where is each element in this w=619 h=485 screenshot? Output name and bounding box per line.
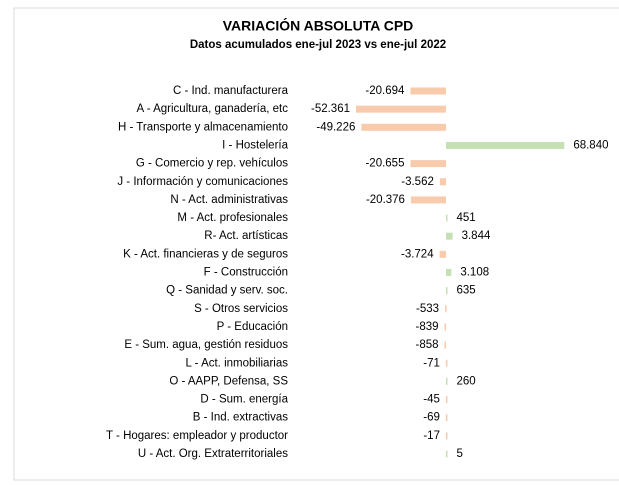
value-label: -839 (416, 321, 439, 333)
category-label: H - Transporte y almacenamiento (118, 121, 288, 133)
chart-title: VARIACIÓN ABSOLUTA CPD (223, 17, 414, 34)
bar (445, 305, 447, 313)
value-label: -45 (423, 394, 440, 406)
value-label: 3.844 (462, 230, 491, 242)
value-label: 260 (457, 375, 476, 387)
value-label: -49.226 (316, 121, 355, 133)
value-label: 5 (457, 448, 463, 460)
value-label: 68.840 (573, 139, 608, 151)
category-label: Q - Sanidad y serv. soc. (166, 285, 288, 297)
bar (445, 432, 448, 440)
category-label: C - Ind. manufacturera (173, 85, 289, 97)
category-label: L - Act. inmobiliarias (186, 357, 289, 369)
bar (446, 269, 452, 276)
bar (439, 250, 446, 258)
category-label: J - Información y comunicaciones (117, 176, 288, 188)
value-label: -17 (423, 430, 440, 442)
bar (446, 450, 448, 458)
value-label: -20.376 (366, 194, 405, 206)
category-label: I - Hostelería (222, 139, 288, 151)
value-label: -533 (416, 303, 439, 315)
bar (410, 87, 446, 95)
bar (361, 123, 446, 131)
bar (410, 196, 446, 204)
value-label: -20.655 (365, 158, 404, 170)
category-label: D - Sum. energía (200, 394, 288, 406)
value-label: -858 (415, 339, 438, 351)
category-label: E - Sum. agua, gestión residuos (124, 339, 288, 351)
category-label: K - Act. financieras y de seguros (123, 248, 288, 260)
value-label: 635 (457, 285, 476, 297)
bar (439, 178, 446, 186)
category-label: F - Construcción (204, 267, 288, 279)
category-label: A - Agricultura, ganadería, etc (136, 103, 288, 115)
value-label: -3.562 (401, 176, 434, 188)
bar (446, 232, 453, 240)
bar (446, 287, 448, 295)
bar (446, 141, 565, 149)
category-label: M - Act. profesionales (177, 212, 288, 224)
value-label: -20.694 (365, 85, 405, 97)
category-label: N - Act. administrativas (170, 194, 288, 206)
bar (445, 396, 448, 404)
bar (410, 160, 446, 168)
category-label: R- Act. artísticas (204, 230, 288, 242)
bar (445, 414, 448, 422)
bar (446, 214, 448, 222)
value-label: -71 (423, 357, 440, 369)
value-label: -52.361 (311, 103, 350, 115)
category-label: P - Educación (217, 321, 288, 333)
category-label: S - Otros servicios (194, 303, 288, 315)
category-label: G - Comercio y rep. vehículos (136, 158, 288, 170)
category-label: B - Ind. extractivas (193, 412, 288, 424)
bar (446, 377, 448, 385)
chart-border (13, 7, 619, 481)
value-label: 3.108 (460, 267, 489, 279)
bar (444, 341, 447, 349)
value-label: -3.724 (401, 248, 434, 260)
category-label: U - Act. Org. Extraterritoriales (138, 448, 288, 460)
bar (444, 323, 447, 331)
bar (356, 105, 446, 113)
chart-subtitle: Datos acumulados ene-jul 2023 vs ene-jul… (190, 39, 446, 51)
value-label: -69 (423, 412, 440, 424)
bar (445, 359, 448, 367)
category-label: T - Hogares: empleador y productor (106, 430, 288, 442)
value-label: 451 (457, 212, 476, 224)
category-label: O - AAPP, Defensa, SS (169, 375, 288, 387)
